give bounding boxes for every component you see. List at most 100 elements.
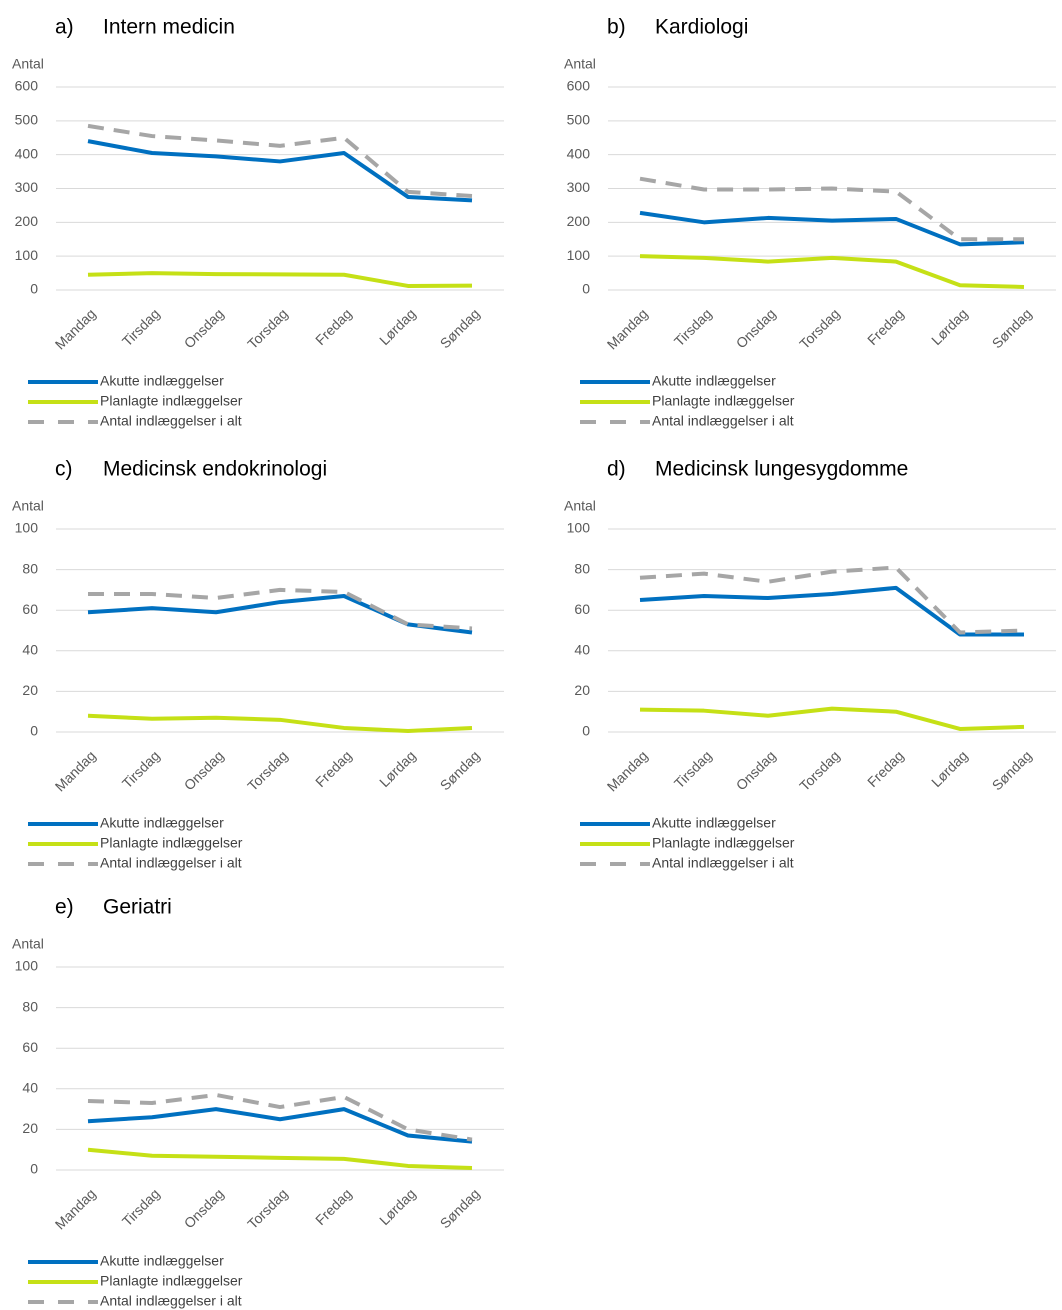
legend-label: Antal indlæggelser i alt (652, 413, 794, 429)
chart-panel: a) Intern medicin Antal 0 100 200 300 400 500 600… (12, 16, 504, 429)
y-tick-label: 60 (574, 601, 590, 617)
y-tick-label: 40 (22, 1080, 38, 1096)
y-axis-label: Antal (564, 498, 596, 514)
x-tick-label: Torsdag (244, 1185, 291, 1232)
x-tick-label: Lørdag (376, 1185, 419, 1228)
x-tick-label: Onsdag (181, 305, 227, 351)
x-tick-label: Søndag (989, 305, 1035, 351)
y-tick-label: 100 (567, 520, 591, 536)
y-tick-label: 0 (30, 1161, 38, 1177)
legend-label: Antal indlæggelser i alt (652, 855, 794, 871)
legend-label: Planlagte indlæggelser (100, 393, 243, 409)
chart-title: Medicinsk endokrinologi (103, 458, 327, 481)
x-tick-label: Tirsdag (119, 747, 163, 791)
chart-panel: c) Medicinsk endokrinologi Antal 0 20 40 60 80 1… (12, 458, 504, 871)
legend-label: Planlagte indlæggelser (652, 835, 795, 851)
series-line (639, 254, 1025, 289)
series-line (639, 176, 1024, 242)
x-tick-label: Lørdag (928, 747, 971, 790)
x-tick-label: Søndag (437, 1185, 483, 1231)
y-tick-label: 300 (15, 179, 39, 195)
series-line (639, 565, 1025, 635)
panel-label: d) (607, 458, 626, 481)
x-tick-label: Lørdag (376, 747, 419, 790)
chart-title: Kardiologi (655, 16, 748, 39)
y-tick-label: 200 (15, 213, 39, 229)
y-tick-label: 40 (574, 642, 590, 658)
panel-label: b) (607, 16, 626, 39)
y-tick-label: 20 (22, 1120, 38, 1136)
y-tick-label: 60 (22, 601, 38, 617)
x-tick-label: Fredag (312, 747, 355, 790)
series-line (87, 593, 473, 635)
y-tick-label: 0 (30, 281, 38, 297)
x-tick-label: Onsdag (181, 1185, 227, 1231)
chart-title: Geriatri (103, 896, 172, 919)
series-line (87, 139, 473, 203)
series-line (87, 713, 473, 733)
x-tick-label: Torsdag (796, 747, 843, 794)
y-tick-label: 80 (22, 560, 38, 576)
legend-label: Akutte indlæggelser (100, 815, 224, 831)
y-tick-label: 80 (22, 998, 38, 1014)
series-line (87, 271, 473, 288)
y-tick-label: 0 (582, 723, 590, 739)
y-tick-label: 200 (567, 213, 591, 229)
x-tick-label: Torsdag (244, 305, 291, 352)
x-tick-label: Mandag (52, 747, 99, 794)
x-tick-label: Mandag (52, 305, 99, 352)
y-axis-label: Antal (12, 56, 44, 72)
y-tick-label: 100 (15, 247, 39, 263)
x-tick-label: Onsdag (733, 747, 779, 793)
chart-title: Intern medicin (103, 16, 235, 39)
series-line (87, 1147, 473, 1170)
y-tick-label: 500 (567, 112, 591, 128)
legend-label: Antal indlæggelser i alt (100, 413, 242, 429)
y-tick-label: 100 (15, 520, 39, 536)
x-tick-label: Torsdag (796, 305, 843, 352)
panel-label: e) (55, 896, 74, 919)
x-tick-label: Onsdag (733, 305, 779, 351)
y-tick-label: 400 (15, 145, 39, 161)
x-tick-label: Fredag (312, 305, 355, 348)
x-tick-label: Tirsdag (119, 305, 163, 349)
series-line (88, 587, 473, 631)
y-tick-label: 600 (567, 78, 591, 94)
y-tick-label: 80 (574, 560, 590, 576)
x-tick-label: Onsdag (181, 747, 227, 793)
x-tick-label: Tirsdag (671, 305, 715, 349)
y-tick-label: 300 (567, 179, 591, 195)
legend-label: Akutte indlæggelser (100, 1253, 224, 1269)
y-axis-label: Antal (12, 498, 44, 514)
legend-label: Akutte indlæggelser (652, 373, 776, 389)
series-line (87, 123, 473, 198)
y-tick-label: 100 (15, 958, 39, 974)
panel-label: c) (55, 458, 73, 481)
x-tick-label: Fredag (864, 305, 907, 348)
x-tick-label: Mandag (52, 1185, 99, 1232)
y-tick-label: 40 (22, 642, 38, 658)
x-tick-label: Fredag (864, 747, 907, 790)
y-axis-label: Antal (12, 936, 44, 952)
y-tick-label: 100 (567, 247, 591, 263)
x-tick-label: Søndag (437, 747, 483, 793)
x-tick-label: Torsdag (244, 747, 291, 794)
x-tick-label: Lørdag (928, 305, 971, 348)
y-tick-label: 20 (574, 682, 590, 698)
x-tick-label: Lørdag (376, 305, 419, 348)
chart-title: Medicinsk lungesygdomme (655, 458, 908, 481)
y-tick-label: 20 (22, 682, 38, 698)
y-tick-label: 0 (582, 281, 590, 297)
series-line (639, 706, 1025, 731)
legend-label: Akutte indlæggelser (100, 373, 224, 389)
legend-label: Planlagte indlæggelser (100, 1273, 243, 1289)
panel-label: a) (55, 16, 74, 39)
legend-label: Akutte indlæggelser (652, 815, 776, 831)
chart-panel: e) Geriatri Antal 0 20 40 60 80 100 Mandag Tirsdag… (12, 896, 504, 1309)
legend-label: Antal indlæggelser i alt (100, 855, 242, 871)
series-line (639, 210, 1025, 247)
y-tick-label: 0 (30, 723, 38, 739)
series-line (87, 1107, 473, 1144)
x-tick-label: Tirsdag (671, 747, 715, 791)
legend-label: Planlagte indlæggelser (100, 835, 243, 851)
